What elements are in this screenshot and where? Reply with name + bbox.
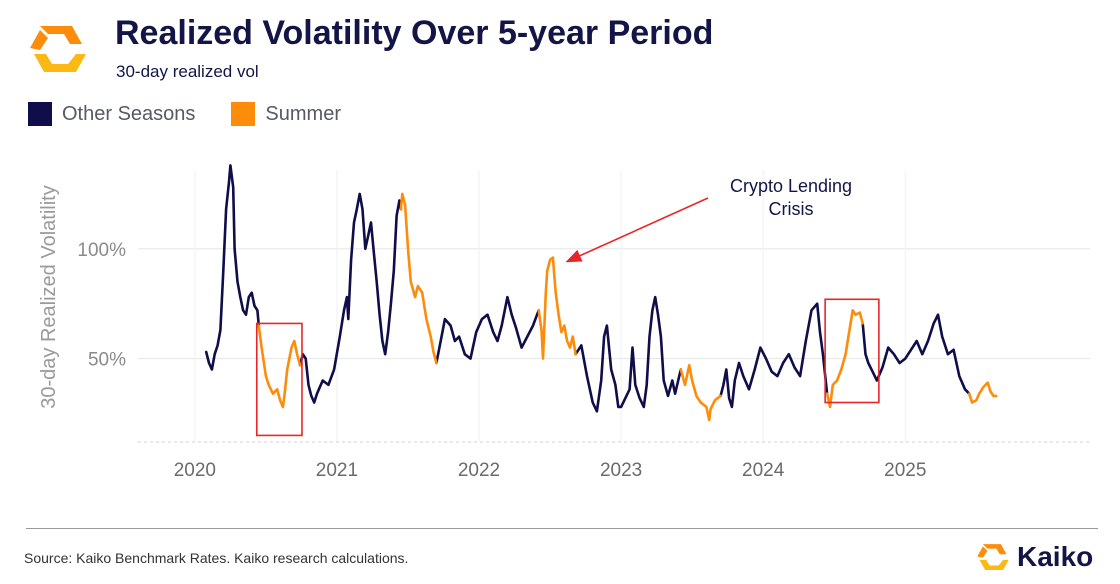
series-line-other-seasons — [861, 313, 971, 396]
y-tick-label: 50% — [88, 350, 126, 371]
series-line-summer — [679, 363, 722, 422]
series-line-summer — [825, 308, 865, 409]
legend-swatch-summer — [231, 102, 256, 126]
series-line-summer — [537, 256, 577, 360]
source-note: Source: Kaiko Benchmark Rates. Kaiko res… — [24, 550, 409, 566]
x-tick-label: 2020 — [174, 460, 216, 481]
kaiko-logo-icon — [30, 26, 86, 72]
series-line-summer — [967, 381, 998, 404]
logo-upper-piece — [40, 26, 82, 44]
axes: 50% 100% 2020 2021 2022 2023 2024 2025 30-day Re… — [38, 185, 1090, 481]
footer-brand: Kaiko — [975, 540, 1093, 574]
logo-left-piece — [30, 30, 48, 50]
x-tick-label: 2022 — [458, 460, 500, 481]
highlight-box-summer-2020 — [255, 322, 303, 437]
series-line-other-seasons — [298, 192, 403, 404]
legend-label-other-seasons: Other Seasons — [62, 102, 196, 125]
grid-lines — [138, 170, 1090, 442]
chart-title: Realized Volatility Over 5-year Period — [115, 14, 714, 52]
x-tick-label: 2025 — [884, 460, 926, 481]
x-tick-label: 2021 — [316, 460, 358, 481]
footer-divider — [26, 528, 1098, 529]
series-line-other-seasons — [574, 295, 683, 413]
annotation-text-line: Crypto Lending — [730, 176, 852, 196]
series-line-summer — [257, 324, 302, 409]
legend-item-other-seasons[interactable]: Other Seasons — [28, 102, 195, 126]
annotations: Crypto Lending Crisis — [565, 176, 852, 263]
legend-item-summer[interactable]: Summer — [231, 102, 341, 126]
y-tick-label: 100% — [77, 240, 126, 261]
legend: Other Seasons Summer — [28, 102, 377, 126]
y-axis-label: 30-day Realized Volatility — [38, 185, 60, 408]
series-line-other-seasons — [435, 295, 541, 365]
series-line-summer — [399, 192, 438, 365]
highlight-box-summer-2024 — [824, 298, 880, 404]
brand-name: Kaiko — [1017, 541, 1094, 572]
legend-label-summer: Summer — [265, 102, 341, 125]
annotation-arrow — [565, 197, 709, 263]
legend-swatch-other-seasons — [28, 102, 52, 126]
x-tick-label: 2023 — [600, 460, 642, 481]
series-line-other-seasons — [204, 164, 261, 371]
highlight-boxes — [255, 298, 880, 437]
series-lines — [204, 164, 998, 422]
annotation-text-line: Crisis — [769, 199, 814, 219]
kaiko-brand-icon — [977, 544, 1009, 570]
chart-subtitle: 30-day realized vol — [116, 62, 259, 81]
series-line-other-seasons — [719, 302, 829, 409]
logo-lower-piece — [34, 54, 86, 72]
x-tick-label: 2024 — [742, 460, 785, 481]
